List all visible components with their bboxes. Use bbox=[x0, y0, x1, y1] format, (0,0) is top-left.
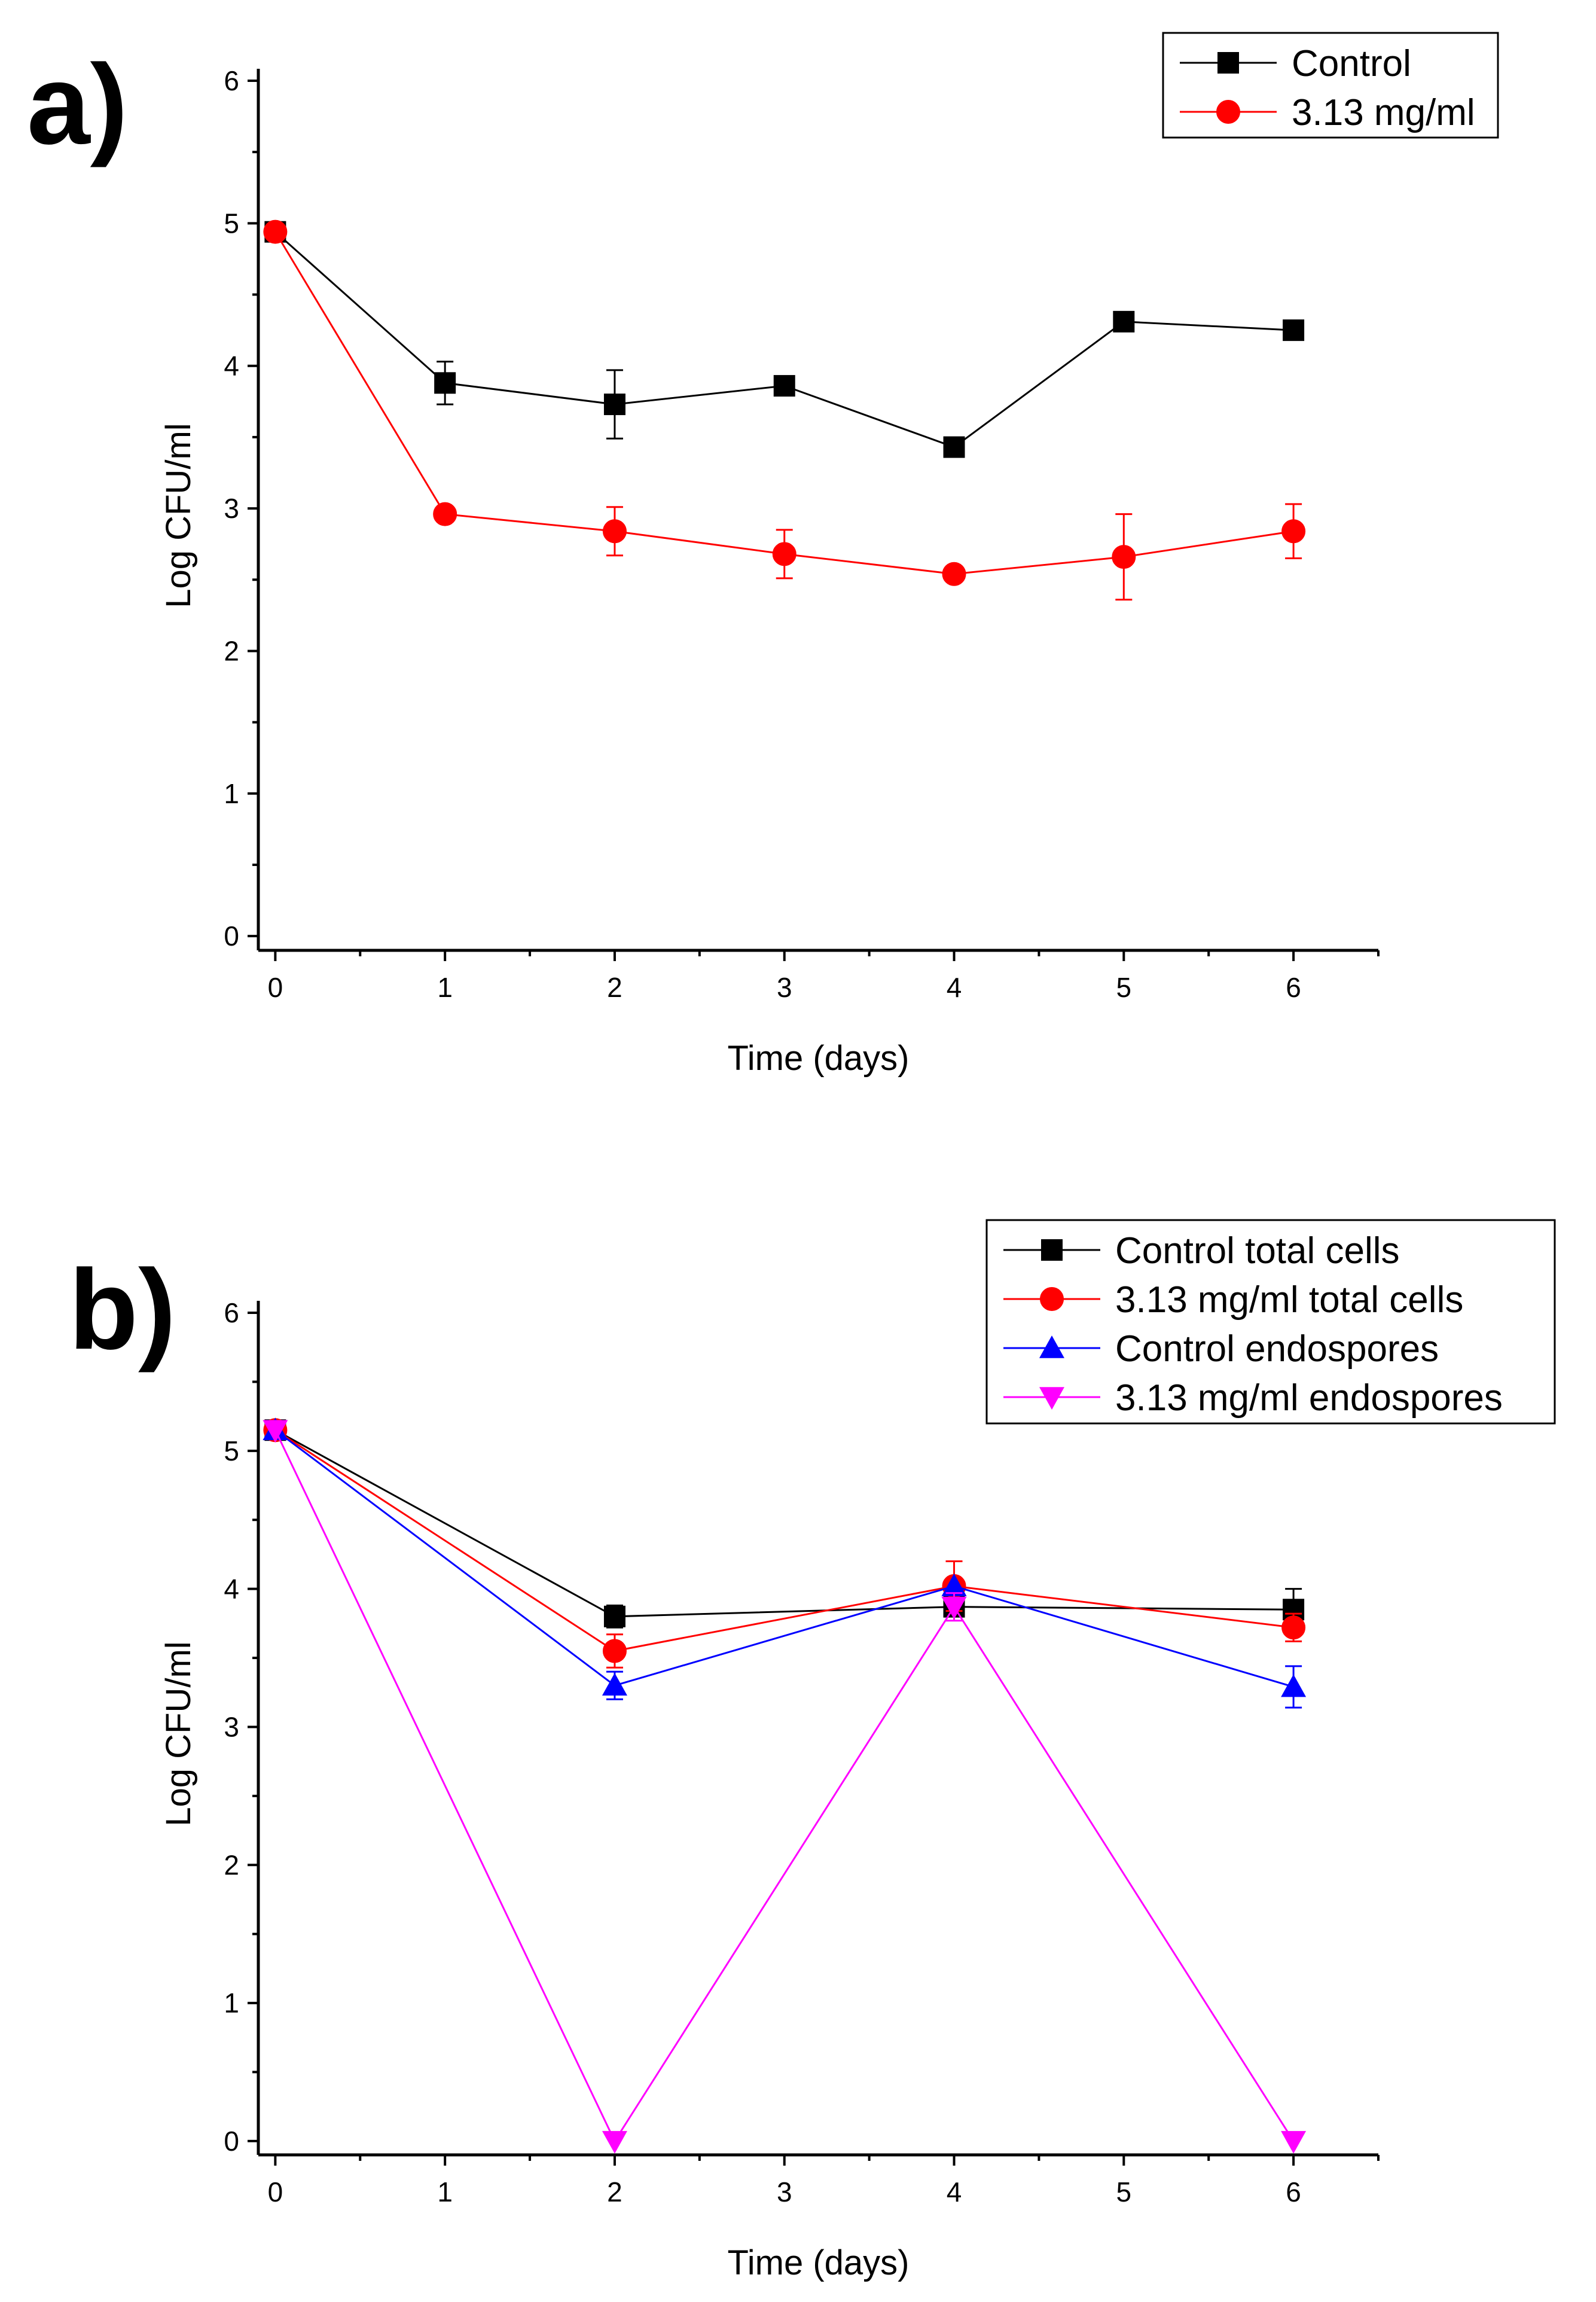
x-tick-label: 5 bbox=[1116, 972, 1132, 1003]
legend-box bbox=[1162, 32, 1499, 139]
y-tick-label: 5 bbox=[224, 1435, 239, 1466]
series-3-13-mg-ml bbox=[263, 219, 1306, 601]
data-point-control bbox=[603, 394, 625, 416]
series-line-3-13-mg-ml bbox=[274, 231, 1294, 575]
x-tick-label: 4 bbox=[947, 972, 962, 1003]
legend-label: Control total cells bbox=[1115, 1230, 1400, 1272]
legend-label: 3.13 mg/ml endospores bbox=[1115, 1377, 1503, 1419]
x-axis-title: Time (days) bbox=[728, 1039, 910, 1078]
series-3-13-mg-ml-total-cells bbox=[263, 1418, 1306, 1669]
legend-label: Control endospores bbox=[1115, 1328, 1439, 1370]
series-line-3-13-mg-ml-total-cells bbox=[274, 1429, 1294, 1652]
series-3-13-mg-ml-endospores bbox=[263, 1420, 1307, 2154]
data-point-control bbox=[434, 372, 456, 394]
legend-box bbox=[985, 1219, 1556, 1425]
data-point-3-13-mg-ml-endospores bbox=[602, 2131, 627, 2154]
panel-a: a) 0 1 2 3 4 5 6 0 1 2 3 4 5 6 Time (days) Log CFU/ml Con… bbox=[27, 32, 1499, 1078]
y-tick-label: 2 bbox=[224, 1849, 239, 1880]
y-axis-title: Log CFU/ml bbox=[159, 1641, 198, 1826]
data-point-3-13-mg-ml bbox=[1281, 519, 1306, 544]
x-tick-label: 0 bbox=[268, 972, 283, 1003]
data-point-3-13-mg-ml bbox=[263, 219, 288, 244]
y-tick-label: 1 bbox=[224, 778, 239, 809]
panel-b: b) 0 1 2 3 4 5 6 0 1 2 3 4 5 6 Time (days) Log CFU/ml Con… bbox=[69, 1219, 1556, 2282]
data-point-control-endospores bbox=[1281, 1674, 1307, 1697]
y-tick-label: 5 bbox=[224, 208, 239, 239]
legend-label: 3.13 mg/ml total cells bbox=[1115, 1279, 1463, 1321]
x-tick-label: 6 bbox=[1286, 2176, 1301, 2208]
data-point-3-13-mg-ml bbox=[1112, 545, 1136, 569]
data-point-3-13-mg-ml-endospores bbox=[941, 1596, 967, 1620]
panel-label: a) bbox=[27, 41, 128, 168]
series-control-endospores bbox=[263, 1417, 1307, 1709]
series-control bbox=[264, 221, 1305, 458]
data-point-control bbox=[1283, 319, 1305, 342]
series-line-control-endospores bbox=[274, 1429, 1294, 1688]
y-tick-label: 0 bbox=[224, 920, 239, 952]
x-tick-label: 5 bbox=[1116, 2176, 1132, 2208]
data-point-3-13-mg-ml-endospores bbox=[263, 1420, 288, 1443]
legend-label: Control bbox=[1292, 43, 1411, 84]
series-line-control-total-cells bbox=[274, 1429, 1294, 1618]
x-tick-label: 3 bbox=[777, 972, 792, 1003]
y-tick-label: 1 bbox=[224, 1987, 239, 2019]
series-line-control bbox=[274, 231, 1294, 449]
legend-label: 3.13 mg/ml bbox=[1292, 92, 1475, 133]
data-point-control bbox=[1113, 310, 1135, 333]
x-axis-title: Time (days) bbox=[728, 2243, 910, 2282]
data-point-3-13-mg-ml-total-cells bbox=[602, 1639, 627, 1663]
legend-marker bbox=[1039, 1336, 1064, 1358]
data-point-3-13-mg-ml bbox=[942, 562, 966, 586]
data-point-3-13-mg-ml bbox=[602, 519, 627, 544]
x-tick-label: 2 bbox=[607, 2176, 622, 2208]
data-point-3-13-mg-ml bbox=[433, 502, 457, 526]
panel-label: b) bbox=[69, 1246, 176, 1373]
data-point-3-13-mg-ml bbox=[772, 542, 797, 566]
legend-marker bbox=[1216, 100, 1240, 124]
x-tick-label: 0 bbox=[268, 2176, 283, 2208]
data-point-3-13-mg-ml-total-cells bbox=[1281, 1615, 1306, 1640]
x-tick-label: 1 bbox=[437, 972, 453, 1003]
y-tick-label: 4 bbox=[224, 1574, 239, 1605]
legend: Control 3.13 mg/ml bbox=[1162, 32, 1499, 139]
x-tick-label: 4 bbox=[947, 2176, 962, 2208]
legend-marker bbox=[1039, 1387, 1064, 1410]
y-tick-label: 3 bbox=[224, 1711, 239, 1742]
x-tick-label: 6 bbox=[1286, 972, 1301, 1003]
data-point-control-total-cells bbox=[603, 1605, 625, 1627]
data-point-3-13-mg-ml-endospores bbox=[1281, 2131, 1307, 2154]
x-tick-label: 1 bbox=[437, 2176, 453, 2208]
x-tick-label: 2 bbox=[607, 972, 622, 1003]
y-tick-label: 6 bbox=[224, 65, 239, 96]
data-point-control-endospores bbox=[941, 1574, 967, 1596]
legend-marker bbox=[1217, 52, 1239, 74]
legend-marker bbox=[1041, 1239, 1063, 1261]
data-point-control-endospores bbox=[602, 1673, 627, 1696]
legend-marker bbox=[1040, 1287, 1064, 1311]
legend: Control total cells 3.13 mg/ml total cell… bbox=[985, 1219, 1556, 1425]
y-tick-label: 6 bbox=[224, 1297, 239, 1328]
data-point-control bbox=[943, 436, 965, 458]
data-point-control bbox=[773, 375, 795, 397]
x-tick-label: 3 bbox=[777, 2176, 792, 2208]
y-tick-label: 2 bbox=[224, 635, 239, 666]
series-line-3-13-mg-ml-endospores bbox=[274, 1429, 1295, 2144]
y-tick-label: 4 bbox=[224, 350, 239, 382]
y-axis-title: Log CFU/ml bbox=[159, 423, 198, 608]
y-tick-label: 3 bbox=[224, 493, 239, 524]
y-tick-label: 0 bbox=[224, 2126, 239, 2157]
